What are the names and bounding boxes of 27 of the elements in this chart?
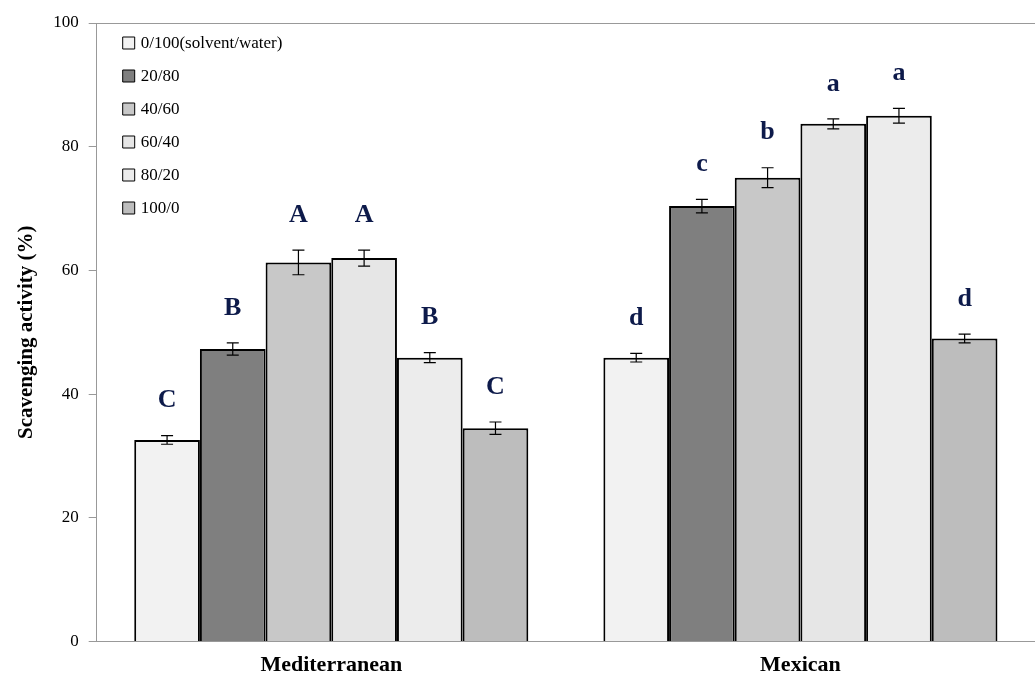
data-label: c bbox=[696, 148, 708, 178]
x-tick-label: Mediterranean bbox=[260, 651, 403, 677]
legend-label: 20/80 bbox=[140, 66, 180, 86]
data-label: A bbox=[289, 198, 309, 228]
data-label: B bbox=[421, 301, 439, 331]
y-tick-label: 20 bbox=[61, 507, 79, 527]
legend-label: 40/60 bbox=[140, 99, 180, 119]
data-label: A bbox=[354, 198, 374, 228]
data-label: B bbox=[224, 291, 242, 321]
data-label: b bbox=[760, 116, 775, 146]
y-axis-title: Scavenging activity (%) bbox=[13, 225, 38, 440]
data-label: d bbox=[957, 282, 973, 312]
x-tick-label: Mexican bbox=[760, 651, 841, 677]
y-tick-label: 40 bbox=[61, 383, 79, 403]
data-label: C bbox=[157, 384, 177, 414]
y-tick-label: 100 bbox=[53, 12, 79, 32]
legend-label: 100/0 bbox=[140, 198, 180, 218]
legend-label: 0/100(solvent/water) bbox=[140, 33, 283, 53]
legend-label: 60/40 bbox=[140, 132, 180, 152]
y-tick-label: 60 bbox=[61, 259, 79, 279]
y-tick-label: 80 bbox=[61, 136, 79, 156]
y-tick-label: 0 bbox=[70, 631, 79, 651]
data-label: C bbox=[486, 370, 505, 400]
data-label: a bbox=[826, 67, 840, 97]
data-label: d bbox=[628, 302, 644, 332]
legend-label: 80/20 bbox=[140, 165, 180, 185]
data-label: a bbox=[892, 57, 906, 87]
